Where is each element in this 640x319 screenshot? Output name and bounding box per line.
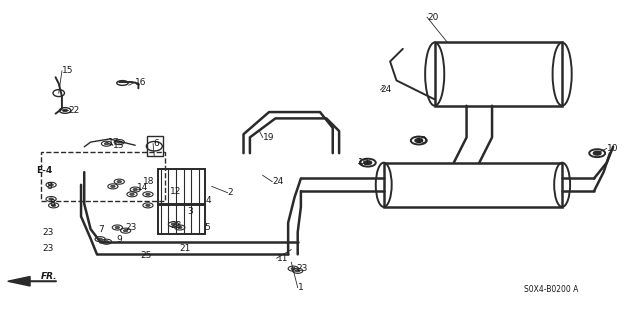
Text: 10: 10 — [415, 136, 427, 145]
Ellipse shape — [177, 226, 182, 229]
Text: 1: 1 — [298, 283, 303, 292]
Ellipse shape — [63, 109, 68, 112]
Bar — [435, 42, 562, 106]
Ellipse shape — [49, 198, 53, 200]
Text: 10: 10 — [358, 158, 370, 167]
Text: 2: 2 — [228, 188, 233, 197]
Polygon shape — [8, 277, 30, 286]
Text: 8: 8 — [46, 182, 52, 191]
Ellipse shape — [172, 223, 175, 226]
Text: 6: 6 — [153, 139, 159, 148]
Text: 21: 21 — [180, 243, 191, 253]
Ellipse shape — [51, 204, 56, 206]
Text: 13: 13 — [113, 141, 124, 150]
Text: 5: 5 — [204, 223, 210, 232]
Text: 10: 10 — [607, 144, 618, 153]
Text: 23: 23 — [125, 223, 137, 232]
Text: 23: 23 — [296, 264, 308, 273]
Bar — [384, 163, 562, 207]
Text: 24: 24 — [381, 85, 392, 94]
Text: 11: 11 — [276, 254, 288, 263]
Ellipse shape — [130, 193, 134, 196]
Ellipse shape — [415, 139, 422, 142]
Ellipse shape — [49, 184, 53, 186]
Ellipse shape — [364, 161, 372, 165]
Text: 3: 3 — [188, 207, 193, 216]
Bar — [157, 205, 205, 234]
Text: 24: 24 — [272, 177, 284, 186]
Ellipse shape — [124, 230, 128, 232]
Text: 8: 8 — [49, 199, 55, 208]
Text: 15: 15 — [62, 66, 74, 76]
Text: 4: 4 — [205, 196, 211, 205]
Text: 20: 20 — [427, 13, 438, 22]
Ellipse shape — [291, 268, 296, 270]
Text: 9: 9 — [116, 235, 122, 244]
Text: 19: 19 — [262, 133, 274, 142]
Text: 22: 22 — [68, 106, 79, 115]
Ellipse shape — [593, 151, 601, 155]
Text: 16: 16 — [135, 78, 147, 86]
Ellipse shape — [115, 226, 120, 229]
Ellipse shape — [146, 204, 150, 206]
Ellipse shape — [117, 181, 122, 183]
Text: 12: 12 — [170, 187, 182, 196]
Text: 7: 7 — [99, 225, 104, 234]
Ellipse shape — [111, 185, 115, 188]
Ellipse shape — [133, 189, 138, 191]
Text: 18: 18 — [143, 177, 154, 186]
Text: 17: 17 — [108, 137, 120, 147]
Text: E-4: E-4 — [36, 166, 52, 175]
Ellipse shape — [146, 193, 150, 196]
Bar — [157, 169, 205, 204]
Bar — [147, 136, 163, 156]
Text: 25: 25 — [140, 251, 152, 260]
Bar — [41, 152, 165, 201]
Ellipse shape — [104, 143, 109, 145]
Text: FR.: FR. — [41, 272, 58, 281]
Ellipse shape — [296, 270, 300, 272]
Text: 23: 23 — [170, 221, 182, 230]
Text: 23: 23 — [43, 228, 54, 237]
Ellipse shape — [104, 241, 109, 243]
Text: S0X4-B0200 A: S0X4-B0200 A — [524, 285, 579, 294]
Text: 14: 14 — [136, 183, 148, 192]
Ellipse shape — [117, 141, 122, 143]
Text: 23: 23 — [43, 243, 54, 253]
Ellipse shape — [98, 238, 102, 240]
